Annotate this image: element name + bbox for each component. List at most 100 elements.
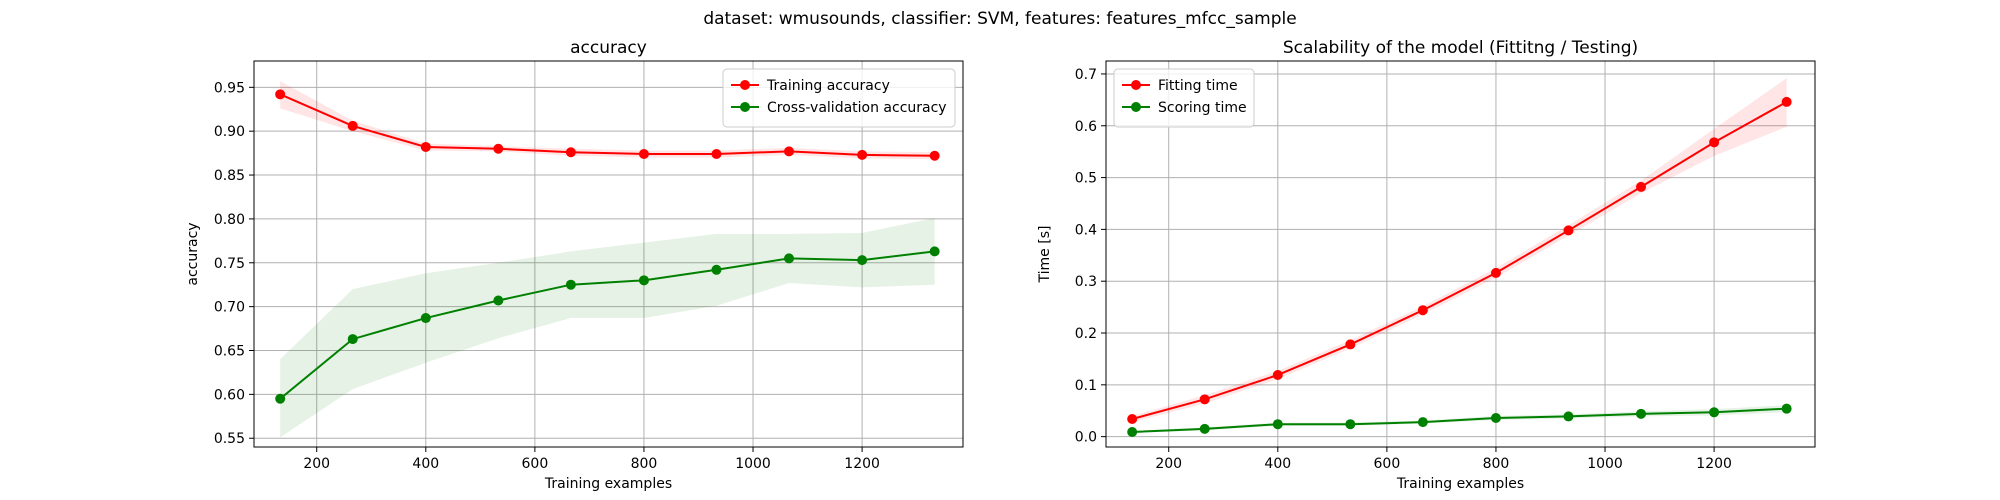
- y-tick-label: 0.60: [214, 387, 245, 403]
- figure-suptitle: dataset: wmusounds, classifier: SVM, fea…: [703, 9, 1296, 29]
- x-tick-label: 800: [631, 456, 658, 472]
- y-tick-label: 0.80: [214, 212, 245, 228]
- confidence-band-1: [280, 218, 935, 438]
- y-tick-label: 0.65: [214, 344, 245, 360]
- y-tick-label: 0.7: [1075, 67, 1097, 83]
- data-point: [1127, 414, 1138, 425]
- legend-marker: [740, 80, 750, 90]
- x-tick-label: 1200: [844, 456, 880, 472]
- y-tick-label: 0.55: [214, 431, 245, 447]
- data-point: [1345, 339, 1356, 350]
- subplot-title: Scalability of the model (Fittitng / Tes…: [1283, 38, 1638, 58]
- legend: Fitting time Scoring time: [1113, 68, 1255, 128]
- x-tick-label: 200: [1155, 456, 1182, 472]
- data-point: [857, 149, 868, 160]
- data-point: [638, 275, 649, 286]
- legend-frame: [1113, 68, 1255, 128]
- data-point: [1636, 181, 1647, 192]
- data-point: [1563, 411, 1574, 422]
- data-point: [347, 334, 358, 345]
- y-axis-label: Time [s]: [1037, 226, 1053, 284]
- data-point: [275, 89, 286, 100]
- data-point: [565, 279, 576, 290]
- data-point: [1781, 96, 1792, 107]
- x-tick-label: 600: [1374, 456, 1401, 472]
- y-tick-label: 0.2: [1075, 326, 1097, 342]
- data-point: [711, 148, 722, 159]
- series-line-1: [1132, 407, 1787, 433]
- x-tick-label: 400: [412, 456, 439, 472]
- scalability-subplot: 200 400 600 800 1000 1200 0.0 0.1 0.2 0.3 0.4 0.5 0.…: [1037, 38, 1816, 492]
- data-point: [638, 148, 649, 159]
- data-point: [1417, 417, 1428, 428]
- data-point: [1127, 426, 1138, 437]
- subplot-title: accuracy: [570, 38, 647, 58]
- data-point: [857, 255, 868, 266]
- confidence-band-1: [1132, 405, 1787, 434]
- y-tick-label: 0.0: [1075, 430, 1097, 446]
- x-tick-label: 800: [1483, 456, 1510, 472]
- accuracy-subplot: 200 400 600 800 1000 1200 0.55 0.60 0.65 0.70 0.75…: [185, 38, 964, 492]
- x-tick-label: 200: [303, 456, 330, 472]
- axes-frame: [253, 60, 964, 448]
- legend-marker: [1131, 102, 1141, 112]
- data-point: [275, 393, 286, 404]
- y-tick-label: 0.90: [214, 124, 245, 140]
- x-tick-label: 600: [522, 456, 549, 472]
- data-point: [929, 246, 940, 257]
- data-point: [1417, 305, 1428, 316]
- data-point: [1490, 412, 1501, 423]
- data-point: [784, 253, 795, 264]
- confidence-band-0: [1132, 78, 1787, 423]
- data-point: [493, 143, 504, 154]
- data-point: [1199, 423, 1210, 434]
- data-point: [493, 295, 504, 306]
- data-point: [1709, 407, 1720, 418]
- data-point: [1563, 225, 1574, 236]
- data-point: [565, 147, 576, 158]
- legend-label: Fitting time: [1158, 78, 1238, 94]
- y-tick-label: 0.70: [214, 300, 245, 316]
- y-axis-label: accuracy: [185, 222, 201, 285]
- data-point: [1636, 408, 1647, 419]
- data-point: [1272, 369, 1283, 380]
- legend-label: Scoring time: [1158, 100, 1247, 116]
- y-tick-label: 0.5: [1075, 171, 1097, 187]
- legend-marker: [1131, 80, 1141, 90]
- x-axis-label: Training examples: [1396, 476, 1524, 492]
- x-tick-label: 1000: [735, 456, 771, 472]
- x-tick-label: 400: [1264, 456, 1291, 472]
- data-point: [1781, 403, 1792, 414]
- data-point: [1345, 419, 1356, 430]
- legend: Training accuracy Cross-validation accura…: [722, 68, 956, 128]
- x-tick-label: 1000: [1587, 456, 1623, 472]
- x-axis-label: Training examples: [544, 476, 672, 492]
- y-tick-label: 0.6: [1075, 119, 1097, 135]
- data-point: [347, 120, 358, 131]
- data-point: [420, 141, 431, 152]
- data-point: [1490, 267, 1501, 278]
- y-tick-label: 0.75: [214, 256, 245, 272]
- legend-label: Training accuracy: [766, 78, 890, 94]
- series-line-0: [279, 93, 935, 157]
- y-tick-label: 0.95: [214, 80, 245, 96]
- data-point: [1272, 419, 1283, 430]
- y-tick-label: 0.3: [1075, 274, 1097, 290]
- data-point: [420, 313, 431, 324]
- axes-frame: [1105, 60, 1816, 448]
- series-line-1: [279, 250, 935, 400]
- y-tick-label: 0.4: [1075, 222, 1097, 238]
- data-point: [929, 150, 940, 161]
- y-tick-label: 0.1: [1075, 378, 1097, 394]
- data-point: [1709, 137, 1720, 148]
- data-point: [784, 146, 795, 157]
- data-point: [711, 264, 722, 275]
- y-tick-label: 0.85: [214, 168, 245, 184]
- x-tick-label: 1200: [1696, 456, 1732, 472]
- confidence-band-0: [280, 81, 935, 160]
- legend-label: Cross-validation accuracy: [767, 100, 947, 116]
- series-line-0: [1131, 101, 1788, 420]
- legend-marker: [740, 102, 750, 112]
- data-point: [1199, 394, 1210, 405]
